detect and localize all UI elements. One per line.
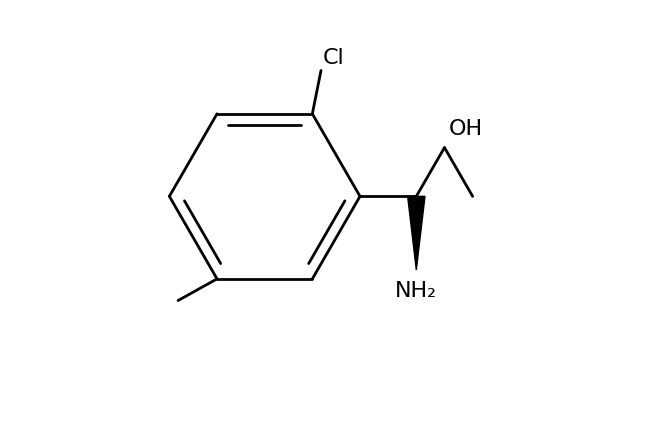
Polygon shape	[407, 196, 425, 270]
Text: OH: OH	[449, 119, 483, 139]
Text: NH₂: NH₂	[395, 281, 438, 301]
Text: Cl: Cl	[323, 48, 345, 68]
